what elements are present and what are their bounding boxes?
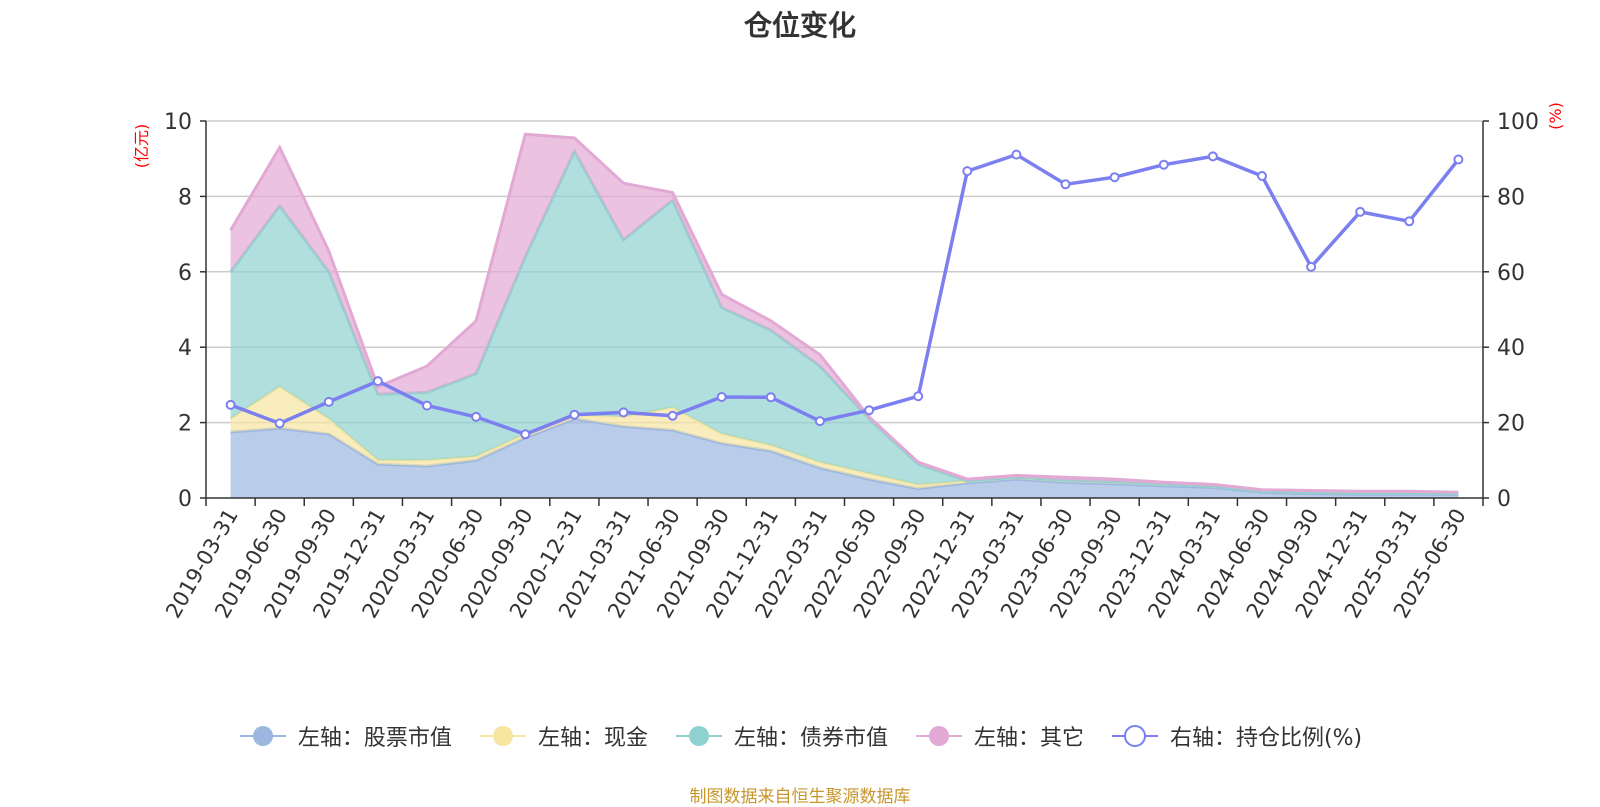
left-tick-label: 0: [178, 487, 192, 512]
area-cash: [230, 386, 1459, 495]
right-tick-label: 60: [1497, 261, 1525, 286]
ratio-point: [1158, 159, 1169, 170]
legend-marker-icon: [915, 726, 962, 746]
area-stock: [230, 418, 1459, 498]
right-tick-label: 20: [1497, 412, 1525, 437]
legend-label: 左轴：其它: [973, 726, 1084, 751]
ratio-point: [962, 166, 973, 177]
legend-label: 右轴：持仓比例(%): [1169, 726, 1363, 751]
right-axis-unit-label: (%): [1546, 102, 1565, 130]
ratio-point: [667, 410, 678, 421]
ratio-point: [569, 409, 580, 420]
ratio-point: [422, 400, 432, 411]
ratio-point: [814, 416, 825, 427]
ratio-point: [520, 429, 531, 440]
left-tick-label: 10: [164, 110, 192, 135]
ratio-point: [913, 391, 924, 402]
ratio-line: [229, 152, 1460, 437]
ratio-point: [1306, 261, 1317, 272]
legend-marker-icon: [239, 726, 286, 746]
ratio-point: [618, 407, 629, 418]
ratio-point: [1257, 171, 1267, 181]
area-bond: [230, 151, 1459, 494]
ratio-point: [323, 396, 334, 407]
left-tick-label: 2: [178, 412, 192, 437]
right-tick-label: 100: [1497, 110, 1539, 135]
ratio-point: [1453, 154, 1464, 165]
ratio-point: [372, 376, 383, 387]
ratio-point: [1355, 206, 1366, 217]
ratio-point: [225, 399, 236, 410]
legend-marker-icon: [675, 726, 722, 746]
legend-item-other[interactable]: 左轴：其它: [914, 720, 1084, 752]
legend-marker-icon: [479, 726, 526, 746]
legend-item-ratio[interactable]: 右轴：持仓比例(%): [1110, 720, 1362, 752]
area-other: [230, 134, 1459, 494]
ratio-point: [1060, 179, 1071, 190]
source-note: 制图数据来自恒生聚源数据库: [689, 787, 911, 807]
ratio-point: [1207, 151, 1218, 162]
ratio-point: [765, 392, 776, 403]
right-tick-label: 40: [1497, 336, 1525, 361]
legend: 左轴：股票市值 左轴：现金 左轴：债券市值 左轴：其它 右轴：持仓比例(%): [0, 720, 1600, 752]
left-tick-label: 4: [178, 336, 192, 361]
left-tick-label: 6: [178, 261, 192, 286]
right-tick-label: 0: [1497, 487, 1511, 512]
legend-marker-icon: [1111, 725, 1158, 747]
ratio-point: [1109, 172, 1120, 183]
legend-label: 左轴：股票市值: [297, 726, 452, 751]
ratio-point: [864, 405, 875, 416]
legend-item-stock[interactable]: 左轴：股票市值: [238, 720, 452, 752]
ratio-point: [1404, 216, 1415, 227]
legend-item-cash[interactable]: 左轴：现金: [478, 720, 648, 752]
legend-label: 左轴：债券市值: [733, 726, 888, 751]
ratio-point: [471, 411, 482, 422]
ratio-point: [274, 418, 285, 429]
right-tick-label: 80: [1497, 185, 1525, 210]
left-tick-label: 8: [178, 185, 192, 210]
ratio-point: [716, 392, 727, 402]
legend-item-bond[interactable]: 左轴：债券市值: [674, 720, 888, 752]
ratio-point: [1011, 149, 1022, 160]
left-axis-unit-label: (亿元): [132, 124, 151, 169]
legend-label: 左轴：现金: [537, 726, 648, 751]
chart-title: 仓位变化: [743, 9, 856, 42]
area-edge-other: [229, 132, 1459, 494]
